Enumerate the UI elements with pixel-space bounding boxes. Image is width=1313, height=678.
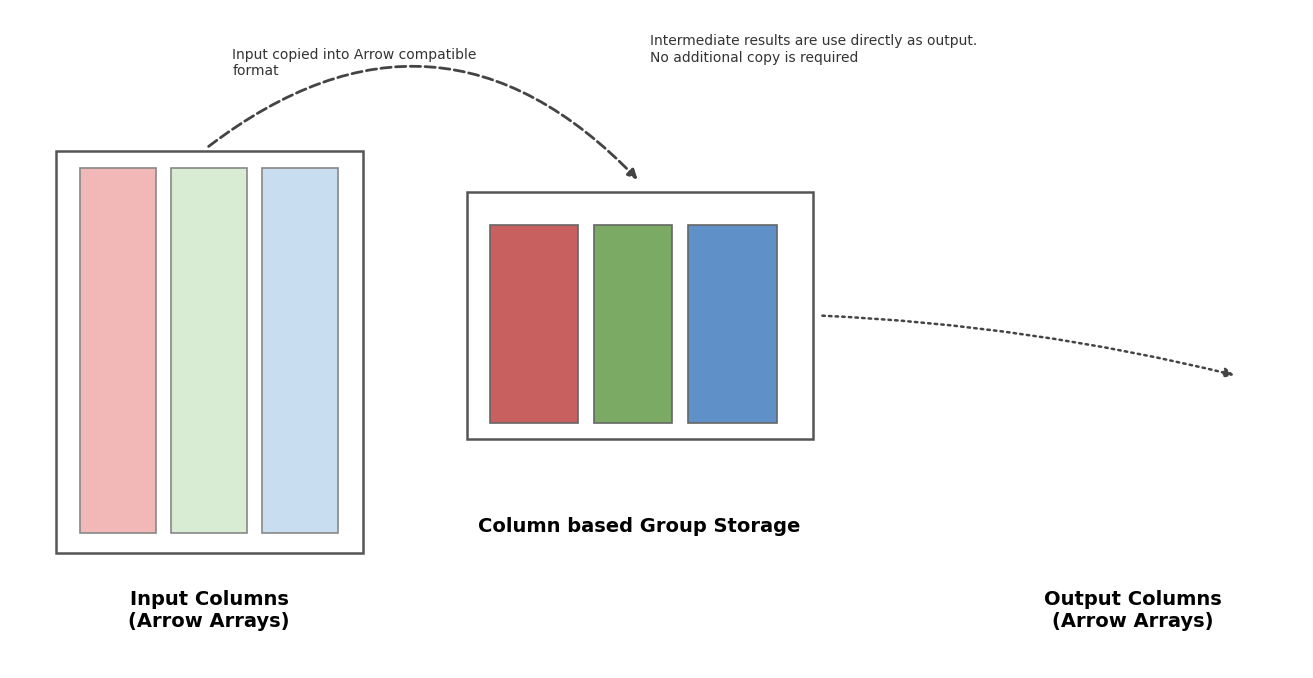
Text: Output Columns
(Arrow Arrays): Output Columns (Arrow Arrays) bbox=[1044, 590, 1221, 631]
Text: Input Columns
(Arrow Arrays): Input Columns (Arrow Arrays) bbox=[129, 590, 290, 631]
Bar bbox=[80, 168, 155, 533]
Bar bbox=[171, 168, 247, 533]
Text: Input copied into Arrow compatible
format: Input copied into Arrow compatible forma… bbox=[232, 47, 477, 78]
Bar bbox=[56, 151, 362, 553]
FancyArrowPatch shape bbox=[209, 66, 635, 178]
Bar bbox=[467, 192, 813, 439]
Bar bbox=[688, 225, 776, 422]
Text: Column based Group Storage: Column based Group Storage bbox=[478, 517, 801, 536]
Text: Intermediate results are use directly as output.
No additional copy is required: Intermediate results are use directly as… bbox=[650, 35, 977, 64]
FancyArrowPatch shape bbox=[822, 316, 1232, 376]
Bar bbox=[593, 225, 672, 422]
Bar bbox=[490, 225, 578, 422]
Bar bbox=[263, 168, 339, 533]
